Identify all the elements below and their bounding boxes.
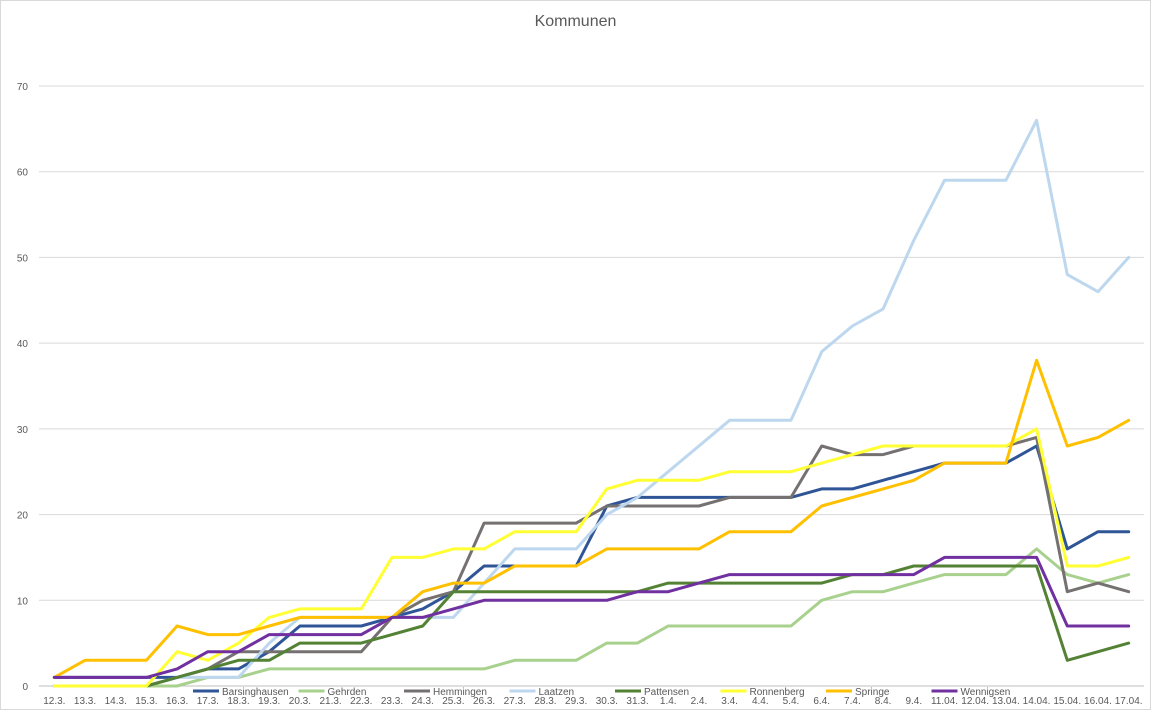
- series-line-barsinghausen: [52, 444, 1131, 679]
- gridlines: [39, 85, 1144, 687]
- x-tick-label: 14.3.: [105, 696, 127, 707]
- x-tick-label: 23.3.: [381, 696, 403, 707]
- x-tick-label: 27.3.: [504, 696, 526, 707]
- legend-label: Gehrden: [328, 687, 367, 698]
- y-tick-label: 20: [17, 511, 29, 522]
- x-tick-label: 31.3.: [626, 696, 648, 707]
- y-tick-label: 50: [17, 253, 29, 264]
- legend-label: Hemmingen: [433, 687, 487, 698]
- x-tick-label: 26.3.: [473, 696, 495, 707]
- x-tick-label: 11.04.: [931, 696, 958, 707]
- x-tick-label: 24.3.: [412, 696, 434, 707]
- legend-label: Ronnenberg: [750, 687, 805, 698]
- y-tick-label: 10: [17, 596, 29, 607]
- series-line-laatzen: [52, 118, 1131, 688]
- x-tick-label: 28.3.: [534, 696, 556, 707]
- x-tick-label: 3.4.: [721, 696, 738, 707]
- series-line-wennigsen: [52, 555, 1131, 679]
- y-tick-label: 40: [17, 339, 29, 350]
- legend-label: Springe: [855, 687, 890, 698]
- x-tick-label: 15.04.: [1053, 696, 1081, 707]
- x-tick-label: 6.4.: [813, 696, 830, 707]
- legend-label: Pattensen: [644, 687, 689, 698]
- x-tick-label: 12.04.: [961, 696, 989, 707]
- x-tick-label: 15.3.: [135, 696, 157, 707]
- x-tick-label: 22.3.: [350, 696, 372, 707]
- x-tick-label: 16.3.: [166, 696, 188, 707]
- x-tick-label: 5.4.: [783, 696, 800, 707]
- y-tick-label: 60: [17, 168, 29, 179]
- x-tick-label: 30.3.: [596, 696, 618, 707]
- x-tick-label: 2.4.: [691, 696, 708, 707]
- x-tick-label: 18.3.: [227, 696, 249, 707]
- x-tick-label: 12.3.: [43, 696, 65, 707]
- x-tick-label: 4.4.: [752, 696, 769, 707]
- series-line-hemmingen: [52, 435, 1131, 688]
- legend-label: Laatzen: [539, 687, 575, 698]
- x-tick-label: 25.3.: [442, 696, 464, 707]
- x-tick-label: 8.4.: [875, 696, 892, 707]
- x-tick-label: 13.3.: [74, 696, 96, 707]
- x-tick-label: 17.04.: [1115, 696, 1143, 707]
- y-axis-tick-labels: 0 10 20 30 40 50 60 70: [17, 82, 29, 693]
- x-tick-label: 14.04.: [1023, 696, 1051, 707]
- chart-title: Kommunen: [534, 13, 617, 30]
- x-tick-label: 16.04.: [1084, 696, 1112, 707]
- x-axis-tick-labels: 12.3. 13.3. 14.3. 15.3. 16.3. 17.3. 18.3. 19.3.…: [43, 696, 1142, 707]
- x-tick-label: 19.3.: [258, 696, 280, 707]
- x-tick-label: 20.3.: [289, 696, 311, 707]
- series-lines: [52, 118, 1131, 688]
- legend: Barsinghausen Gehrden Hemmingen Laatzen Patt…: [193, 687, 1010, 698]
- legend-label: Barsinghausen: [222, 687, 289, 698]
- x-tick-label: 7.4.: [844, 696, 861, 707]
- x-tick-label: 17.3.: [197, 696, 219, 707]
- series-line-ronnenberg: [52, 427, 1131, 688]
- x-tick-label: 9.4.: [905, 696, 922, 707]
- series-line-springe: [52, 358, 1131, 679]
- x-tick-label: 1.4.: [660, 696, 677, 707]
- x-tick-label: 13.04.: [992, 696, 1020, 707]
- x-tick-label: 29.3.: [565, 696, 587, 707]
- x-tick-label: 21.3.: [319, 696, 341, 707]
- y-tick-label: 0: [22, 682, 28, 693]
- series-line-pattensen: [52, 564, 1131, 688]
- y-tick-label: 30: [17, 425, 29, 436]
- legend-label: Wennigsen: [961, 687, 1011, 698]
- y-tick-label: 70: [17, 82, 29, 93]
